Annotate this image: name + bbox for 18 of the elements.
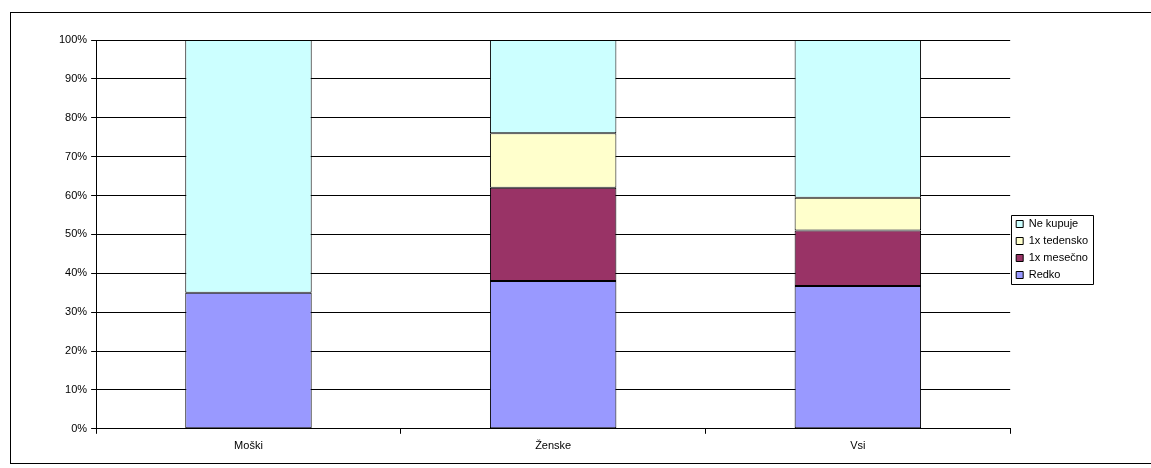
- y-tick-label: 80%: [65, 110, 88, 123]
- legend-label: 1x mesečno: [1028, 251, 1088, 264]
- x-tick-label: Ženske: [535, 439, 572, 452]
- x-tick-label: Moški: [234, 439, 263, 452]
- y-tick-label: 90%: [65, 71, 88, 84]
- y-tick-label: 10%: [65, 382, 88, 395]
- y-tick-label: 50%: [65, 227, 88, 240]
- y-tick-label: 60%: [65, 188, 88, 201]
- y-tick-label: 20%: [65, 344, 88, 357]
- legend-label: 1x tedensko: [1028, 234, 1089, 247]
- y-tick-label: 40%: [65, 266, 88, 279]
- y-tick-label: 30%: [65, 305, 88, 318]
- x-tick-label: Vsi: [850, 439, 866, 452]
- legend-label: Ne kupuje: [1028, 217, 1079, 230]
- legend-label: Redko: [1028, 268, 1061, 281]
- y-tick-label: 0%: [71, 421, 88, 434]
- y-tick-label: 100%: [58, 33, 88, 46]
- y-tick-label: 70%: [65, 149, 88, 162]
